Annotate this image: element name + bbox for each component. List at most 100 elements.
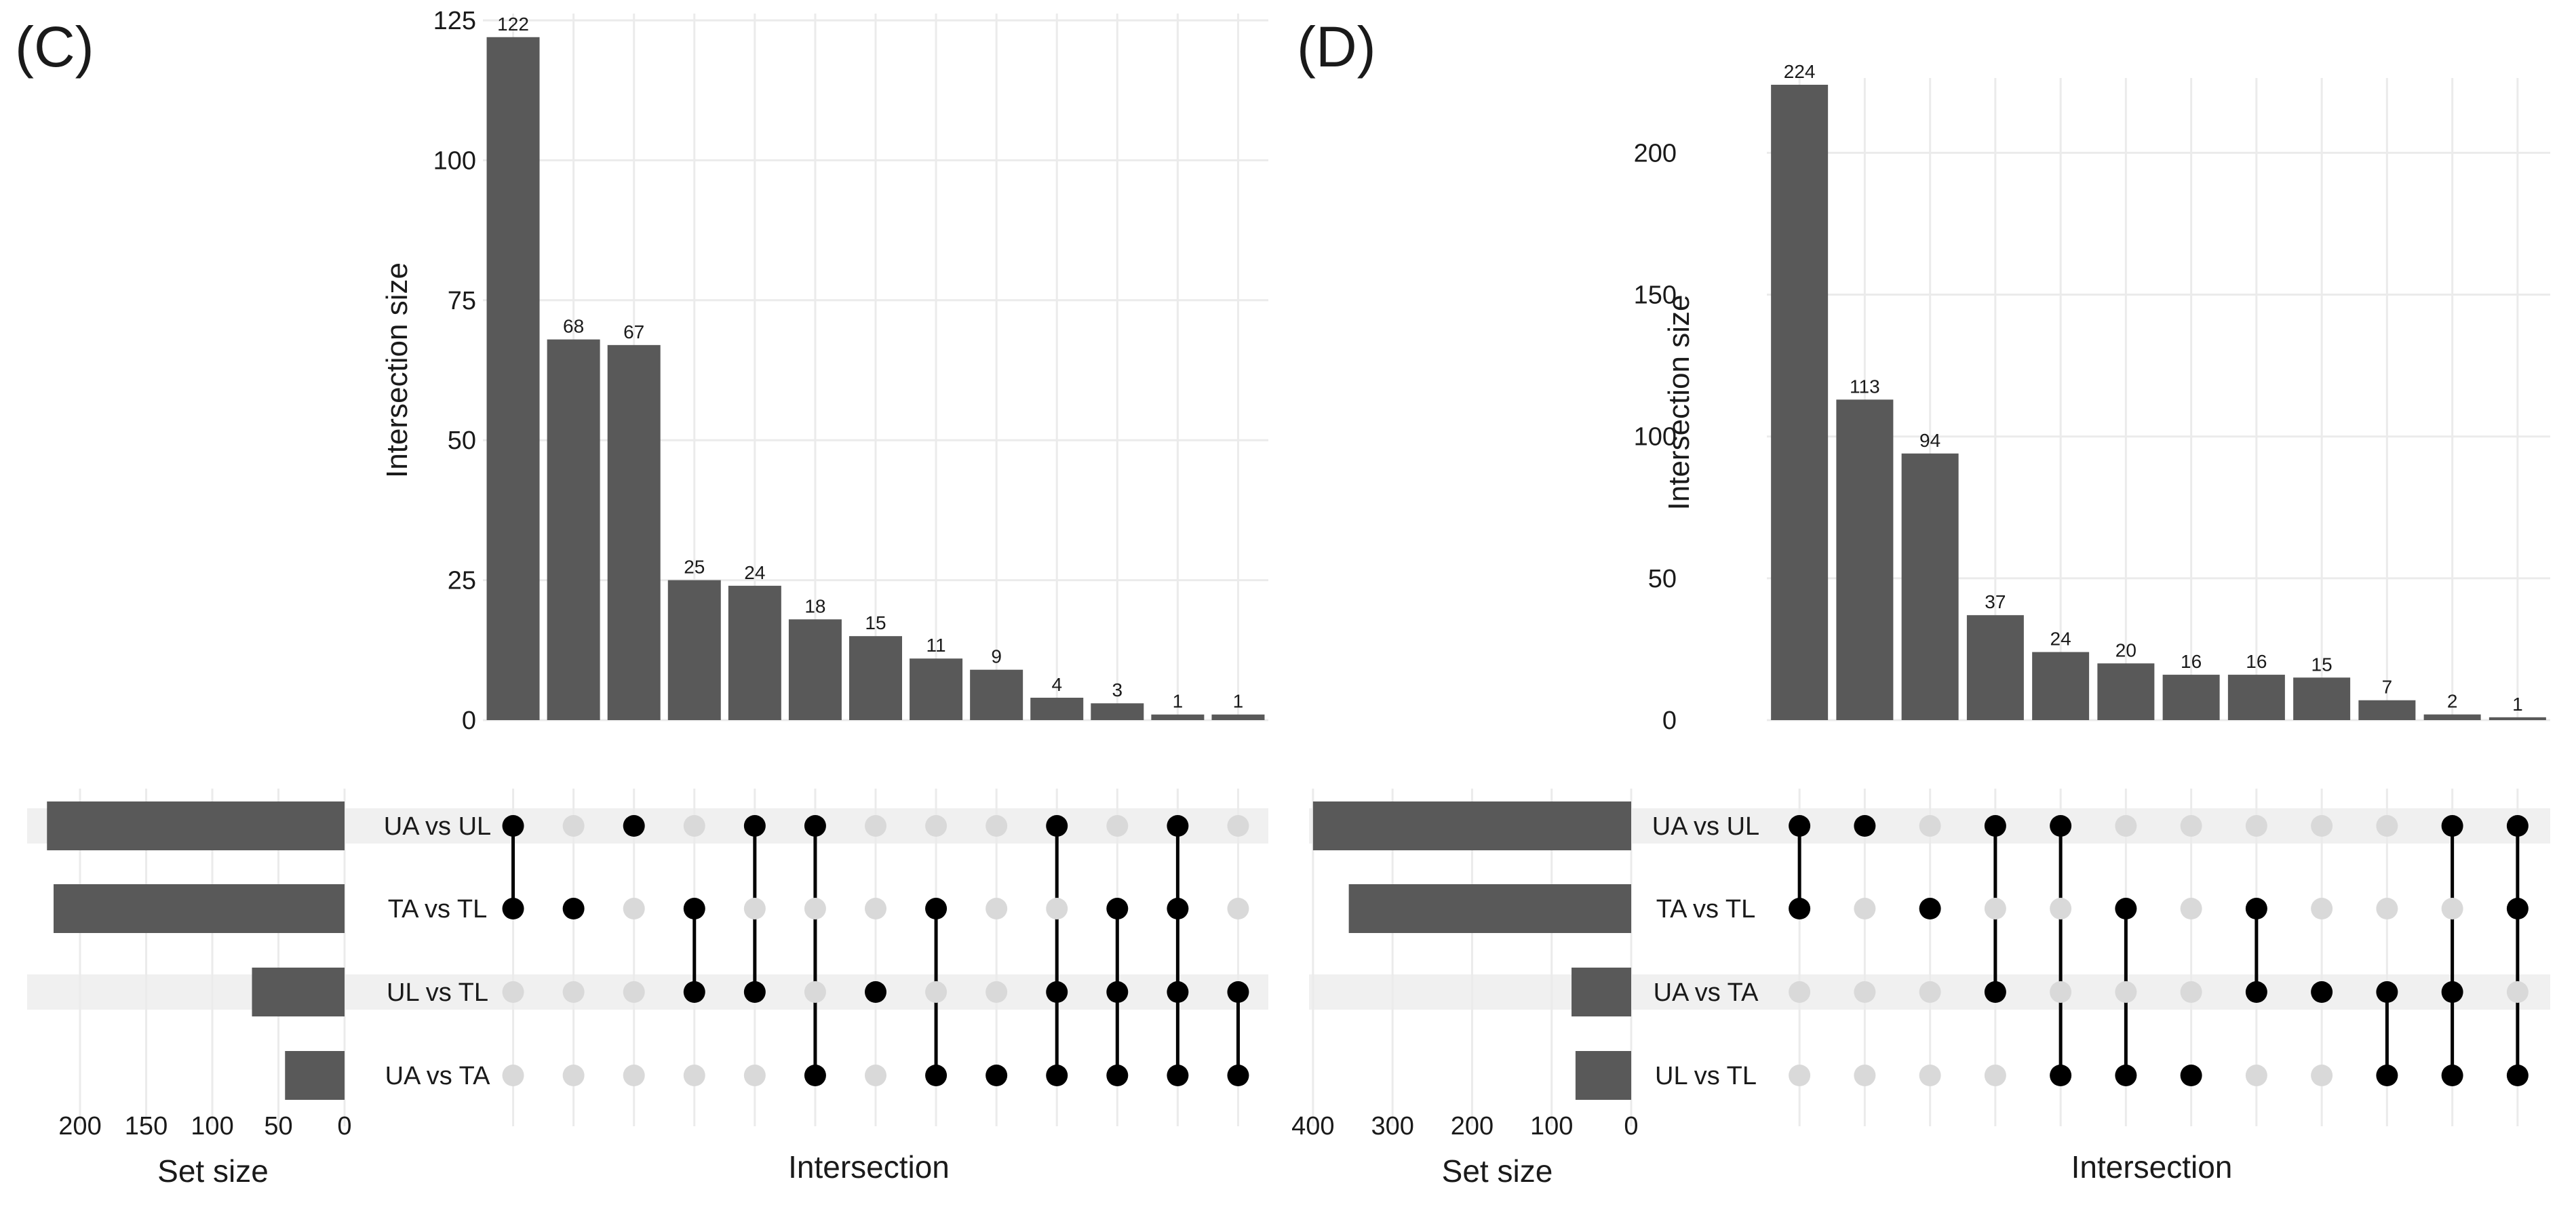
- matrix-dot-inactive: [804, 898, 826, 919]
- y-tick-label: 0: [1662, 707, 1677, 735]
- y-tick-label: 25: [448, 567, 476, 595]
- matrix-dot-inactive: [2376, 815, 2398, 837]
- matrix-dot-active: [1106, 898, 1129, 919]
- matrix-dot-inactive: [502, 981, 524, 1003]
- matrix-dot-inactive: [865, 815, 886, 837]
- matrix-dot-inactive: [623, 981, 645, 1003]
- bar-value-label: 68: [563, 316, 584, 337]
- bar-value-label: 3: [1112, 679, 1123, 700]
- matrix-dot-inactive: [2311, 1065, 2333, 1086]
- set-name-label: UL vs TL: [387, 978, 488, 1007]
- matrix-dot-inactive: [502, 1065, 524, 1086]
- set-size-bar: [285, 1051, 345, 1100]
- matrix-dot-active: [562, 898, 585, 919]
- set-size-bar: [47, 801, 345, 850]
- matrix-dot-inactive: [623, 898, 645, 919]
- set-name-label: TA vs TL: [1656, 895, 1755, 924]
- panel-label: (D): [1297, 15, 1376, 79]
- bar-value-label: 9: [991, 646, 1002, 667]
- matrix-dot-inactive: [1854, 1065, 1876, 1086]
- matrix-dot-inactive: [1919, 981, 1941, 1003]
- bar-value-label: 113: [1850, 376, 1880, 397]
- bar-value-label: 16: [2246, 651, 2267, 672]
- intersection-bar: [2162, 675, 2220, 720]
- matrix-dot-active: [1984, 981, 2006, 1003]
- matrix-dot-inactive: [743, 898, 766, 919]
- matrix-dot-inactive: [1854, 898, 1876, 919]
- matrix-dot-active: [1789, 898, 1811, 919]
- matrix-dot-active: [623, 815, 645, 837]
- intersection-bar: [2423, 714, 2481, 720]
- matrix-dot-inactive: [743, 1065, 766, 1086]
- intersection-bar: [1901, 453, 1959, 720]
- bar-value-label: 25: [684, 557, 705, 578]
- y-tick-label: 75: [448, 287, 476, 315]
- intersection-bar: [1966, 615, 2024, 720]
- set-size-tick-label: 200: [1451, 1112, 1494, 1141]
- matrix-dot-active: [1046, 815, 1068, 837]
- set-name-label: UA vs TA: [1654, 978, 1759, 1007]
- matrix-dot-active: [2506, 898, 2529, 919]
- bar-value-label: 224: [1784, 61, 1816, 82]
- matrix-dot-active: [1227, 981, 1249, 1003]
- intersection-bar: [1151, 714, 1205, 720]
- bar-value-label: 1: [1173, 691, 1184, 712]
- intersection-bar: [788, 619, 842, 720]
- matrix-dot-active: [1919, 898, 1941, 919]
- y-tick-label: 50: [1648, 565, 1677, 593]
- matrix-dot-inactive: [1919, 815, 1941, 837]
- matrix-dot-inactive: [2050, 898, 2072, 919]
- matrix-dot-active: [2245, 981, 2267, 1003]
- set-size-tick-label: 400: [1291, 1112, 1334, 1141]
- matrix-dot-inactive: [865, 898, 886, 919]
- matrix-dot-active: [1984, 815, 2006, 837]
- intersection-bar: [2489, 717, 2546, 720]
- y-tick-label: 100: [1634, 423, 1677, 452]
- bar-value-label: 24: [2050, 629, 2071, 650]
- intersection-bar: [2293, 677, 2351, 720]
- matrix-dot-inactive: [1046, 898, 1068, 919]
- intersection-bar: [728, 585, 781, 720]
- matrix-dot-active: [743, 981, 766, 1003]
- set-size-tick-label: 200: [58, 1112, 101, 1141]
- matrix-dot-inactive: [2180, 898, 2202, 919]
- matrix-dot-active: [743, 815, 766, 837]
- matrix-dot-active: [1167, 815, 1189, 837]
- y-tick-label: 0: [462, 707, 476, 735]
- intersection-bar: [1091, 703, 1144, 720]
- y-axis-title: Intersection size: [380, 262, 414, 478]
- bar-value-label: 24: [744, 562, 765, 583]
- matrix-dot-active: [2376, 1065, 2398, 1086]
- matrix-dot-active: [2115, 898, 2137, 919]
- matrix-x-axis-title: Intersection: [788, 1149, 950, 1185]
- matrix-dot-active: [1789, 815, 1811, 837]
- matrix-dot-inactive: [985, 815, 1008, 837]
- matrix-dot-inactive: [623, 1065, 645, 1086]
- intersection-bar: [910, 658, 963, 720]
- bar-value-label: 4: [1051, 674, 1062, 695]
- matrix-dot-inactive: [1227, 898, 1249, 919]
- matrix-dot-inactive: [1106, 815, 1129, 837]
- matrix-dot-active: [2376, 981, 2398, 1003]
- set-name-label: UA vs UL: [1652, 812, 1759, 841]
- matrix-dot-inactive: [2050, 981, 2072, 1003]
- matrix-dot-active: [502, 815, 524, 837]
- matrix-dot-inactive: [2376, 898, 2398, 919]
- matrix-dot-active: [1167, 1065, 1189, 1086]
- intersection-bar: [2097, 663, 2155, 720]
- bar-value-label: 11: [926, 635, 946, 656]
- matrix-dot-active: [1854, 815, 1876, 837]
- y-axis-title: Intersection size: [1662, 295, 1696, 511]
- set-name-label: TA vs TL: [388, 895, 487, 924]
- matrix-dot-active: [2245, 898, 2267, 919]
- intersection-bar: [547, 339, 600, 720]
- matrix-dot-active: [2050, 1065, 2072, 1086]
- intersection-bar: [667, 580, 721, 720]
- matrix-dot-active: [502, 898, 524, 919]
- intersection-bar: [2032, 652, 2090, 720]
- y-tick-label: 125: [433, 7, 476, 35]
- matrix-dot-inactive: [1789, 981, 1811, 1003]
- matrix-dot-inactive: [2311, 898, 2333, 919]
- bar-value-label: 94: [1919, 430, 1940, 451]
